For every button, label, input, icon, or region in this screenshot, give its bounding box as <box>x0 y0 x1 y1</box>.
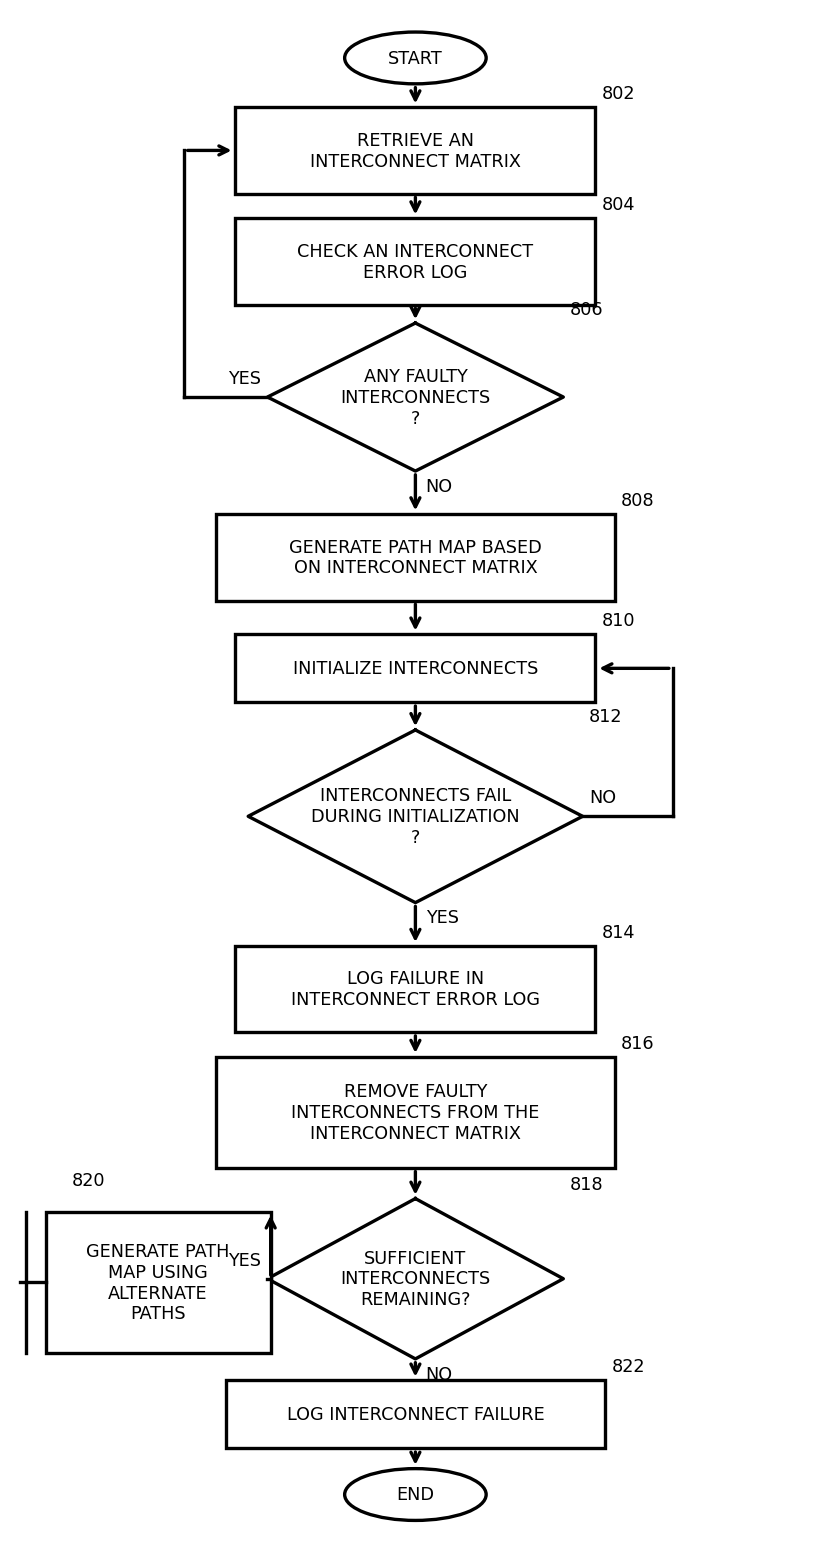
FancyBboxPatch shape <box>235 634 595 702</box>
Text: 810: 810 <box>602 613 635 630</box>
Text: 802: 802 <box>602 85 635 104</box>
Text: NO: NO <box>425 478 452 495</box>
FancyBboxPatch shape <box>235 218 595 305</box>
Text: INITIALIZE INTERCONNECTS: INITIALIZE INTERCONNECTS <box>292 659 538 678</box>
Text: 816: 816 <box>621 1033 654 1052</box>
FancyBboxPatch shape <box>46 1211 271 1354</box>
Text: END: END <box>396 1485 434 1504</box>
Text: 814: 814 <box>602 924 635 941</box>
Text: CHECK AN INTERCONNECT
ERROR LOG: CHECK AN INTERCONNECT ERROR LOG <box>297 243 533 282</box>
Text: 820: 820 <box>71 1171 105 1190</box>
Text: NO: NO <box>425 1364 452 1383</box>
Text: 806: 806 <box>569 300 603 319</box>
FancyBboxPatch shape <box>216 515 614 600</box>
Polygon shape <box>248 730 582 903</box>
FancyBboxPatch shape <box>216 1057 614 1168</box>
Text: START: START <box>388 50 442 68</box>
Text: NO: NO <box>588 789 616 808</box>
FancyBboxPatch shape <box>235 108 595 195</box>
Text: INTERCONNECTS FAIL
DURING INITIALIZATION
?: INTERCONNECTS FAIL DURING INITIALIZATION… <box>310 787 520 846</box>
FancyBboxPatch shape <box>235 947 595 1032</box>
Text: YES: YES <box>227 370 261 388</box>
FancyBboxPatch shape <box>226 1380 604 1448</box>
Text: LOG FAILURE IN
INTERCONNECT ERROR LOG: LOG FAILURE IN INTERCONNECT ERROR LOG <box>290 970 540 1009</box>
Text: REMOVE FAULTY
INTERCONNECTS FROM THE
INTERCONNECT MATRIX: REMOVE FAULTY INTERCONNECTS FROM THE INT… <box>291 1083 539 1142</box>
Text: 818: 818 <box>569 1176 603 1194</box>
Text: RETRIEVE AN
INTERCONNECT MATRIX: RETRIEVE AN INTERCONNECT MATRIX <box>310 131 520 170</box>
Text: 812: 812 <box>588 707 622 726</box>
Polygon shape <box>267 323 563 472</box>
Text: LOG INTERCONNECT FAILURE: LOG INTERCONNECT FAILURE <box>286 1405 544 1423</box>
Text: YES: YES <box>425 910 458 927</box>
Ellipse shape <box>344 1468 486 1521</box>
Text: GENERATE PATH
MAP USING
ALTERNATE
PATHS: GENERATE PATH MAP USING ALTERNATE PATHS <box>86 1242 230 1323</box>
Text: 804: 804 <box>602 196 635 213</box>
Text: ANY FAULTY
INTERCONNECTS
?: ANY FAULTY INTERCONNECTS ? <box>340 368 490 427</box>
Ellipse shape <box>344 32 486 85</box>
Polygon shape <box>267 1199 563 1358</box>
Text: 822: 822 <box>611 1358 644 1375</box>
Text: GENERATE PATH MAP BASED
ON INTERCONNECT MATRIX: GENERATE PATH MAP BASED ON INTERCONNECT … <box>289 538 541 577</box>
Text: YES: YES <box>227 1252 261 1269</box>
Text: SUFFICIENT
INTERCONNECTS
REMAINING?: SUFFICIENT INTERCONNECTS REMAINING? <box>340 1248 490 1309</box>
Text: 808: 808 <box>621 492 654 509</box>
